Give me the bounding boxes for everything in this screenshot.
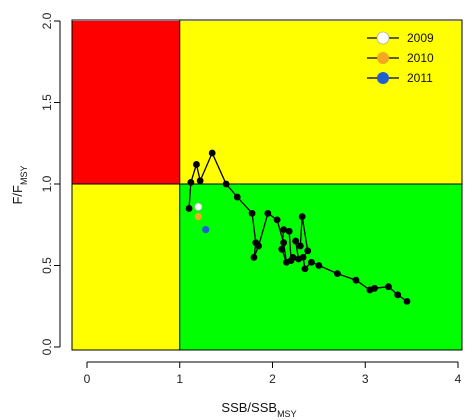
data-point xyxy=(193,161,200,168)
y-tick-label: 1.0 xyxy=(40,175,54,192)
data-point xyxy=(394,291,402,299)
region-overfished-overfishing xyxy=(72,21,180,184)
x-axis-label-sub: MSY xyxy=(277,409,297,419)
data-point xyxy=(352,276,360,284)
y-tick-label: 1.5 xyxy=(40,94,54,111)
x-tick-label: 0 xyxy=(84,372,91,386)
data-point xyxy=(264,209,272,217)
data-point xyxy=(185,205,193,212)
legend-label-2010: 2010 xyxy=(407,51,434,65)
data-point xyxy=(308,258,315,266)
x-tick-label: 1 xyxy=(176,372,183,386)
data-point xyxy=(304,247,312,255)
x-axis-label: SSB/SSBMSY xyxy=(221,400,296,419)
y-tick-label: 0.0 xyxy=(40,338,54,355)
data-point xyxy=(301,265,309,273)
data-point xyxy=(248,209,256,217)
data-point xyxy=(196,177,204,185)
data-point xyxy=(292,237,300,245)
legend-label-2009: 2009 xyxy=(407,31,434,45)
legend-marker-2009 xyxy=(376,31,390,45)
x-axis-label-main: SSB/SSB xyxy=(221,400,277,415)
legend-marker-2011 xyxy=(377,72,389,84)
data-point xyxy=(298,213,306,221)
x-tick-label: 4 xyxy=(455,372,462,386)
region-healthy-overfishing xyxy=(179,21,462,184)
data-point xyxy=(233,193,241,201)
point-2010 xyxy=(194,213,202,221)
data-point xyxy=(273,216,281,224)
y-axis-label-sub: MSY xyxy=(19,165,29,185)
data-point xyxy=(403,297,411,305)
plot-frame xyxy=(71,19,463,351)
data-point xyxy=(315,262,323,269)
data-point xyxy=(280,239,288,247)
legend: 2009 2010 2011 xyxy=(367,31,434,85)
data-point xyxy=(295,255,302,263)
data-point xyxy=(385,283,392,291)
data-point xyxy=(296,242,304,250)
data-point xyxy=(250,253,258,261)
data-point xyxy=(278,245,286,253)
x-tick-label: 2 xyxy=(269,372,276,386)
y-tick-label: 2.0 xyxy=(40,12,54,29)
data-point xyxy=(285,227,293,235)
data-point xyxy=(208,149,216,157)
data-point xyxy=(252,239,260,247)
data-point xyxy=(283,258,290,266)
y-axis-label-main: F/F xyxy=(10,185,25,205)
data-point xyxy=(222,180,230,188)
year-highlights xyxy=(194,202,210,234)
y-tick-label: 0.5 xyxy=(40,257,54,274)
point-2011 xyxy=(202,226,210,234)
region-overfished-no-overfishing xyxy=(72,184,180,350)
legend-label-2011: 2011 xyxy=(407,71,433,85)
data-point xyxy=(187,178,195,186)
point-2009 xyxy=(194,202,203,211)
data-point xyxy=(366,286,374,294)
legend-marker-2010 xyxy=(377,52,389,64)
x-tick-label: 3 xyxy=(362,372,369,386)
data-point xyxy=(334,270,341,278)
axes: 0 1 2 3 4 0.0 0.5 1.0 1.5 2.0 xyxy=(40,12,461,386)
y-axis-label: F/FMSY xyxy=(10,165,29,204)
trajectory-series xyxy=(185,149,411,305)
data-point xyxy=(280,226,288,234)
status-regions xyxy=(71,19,463,351)
